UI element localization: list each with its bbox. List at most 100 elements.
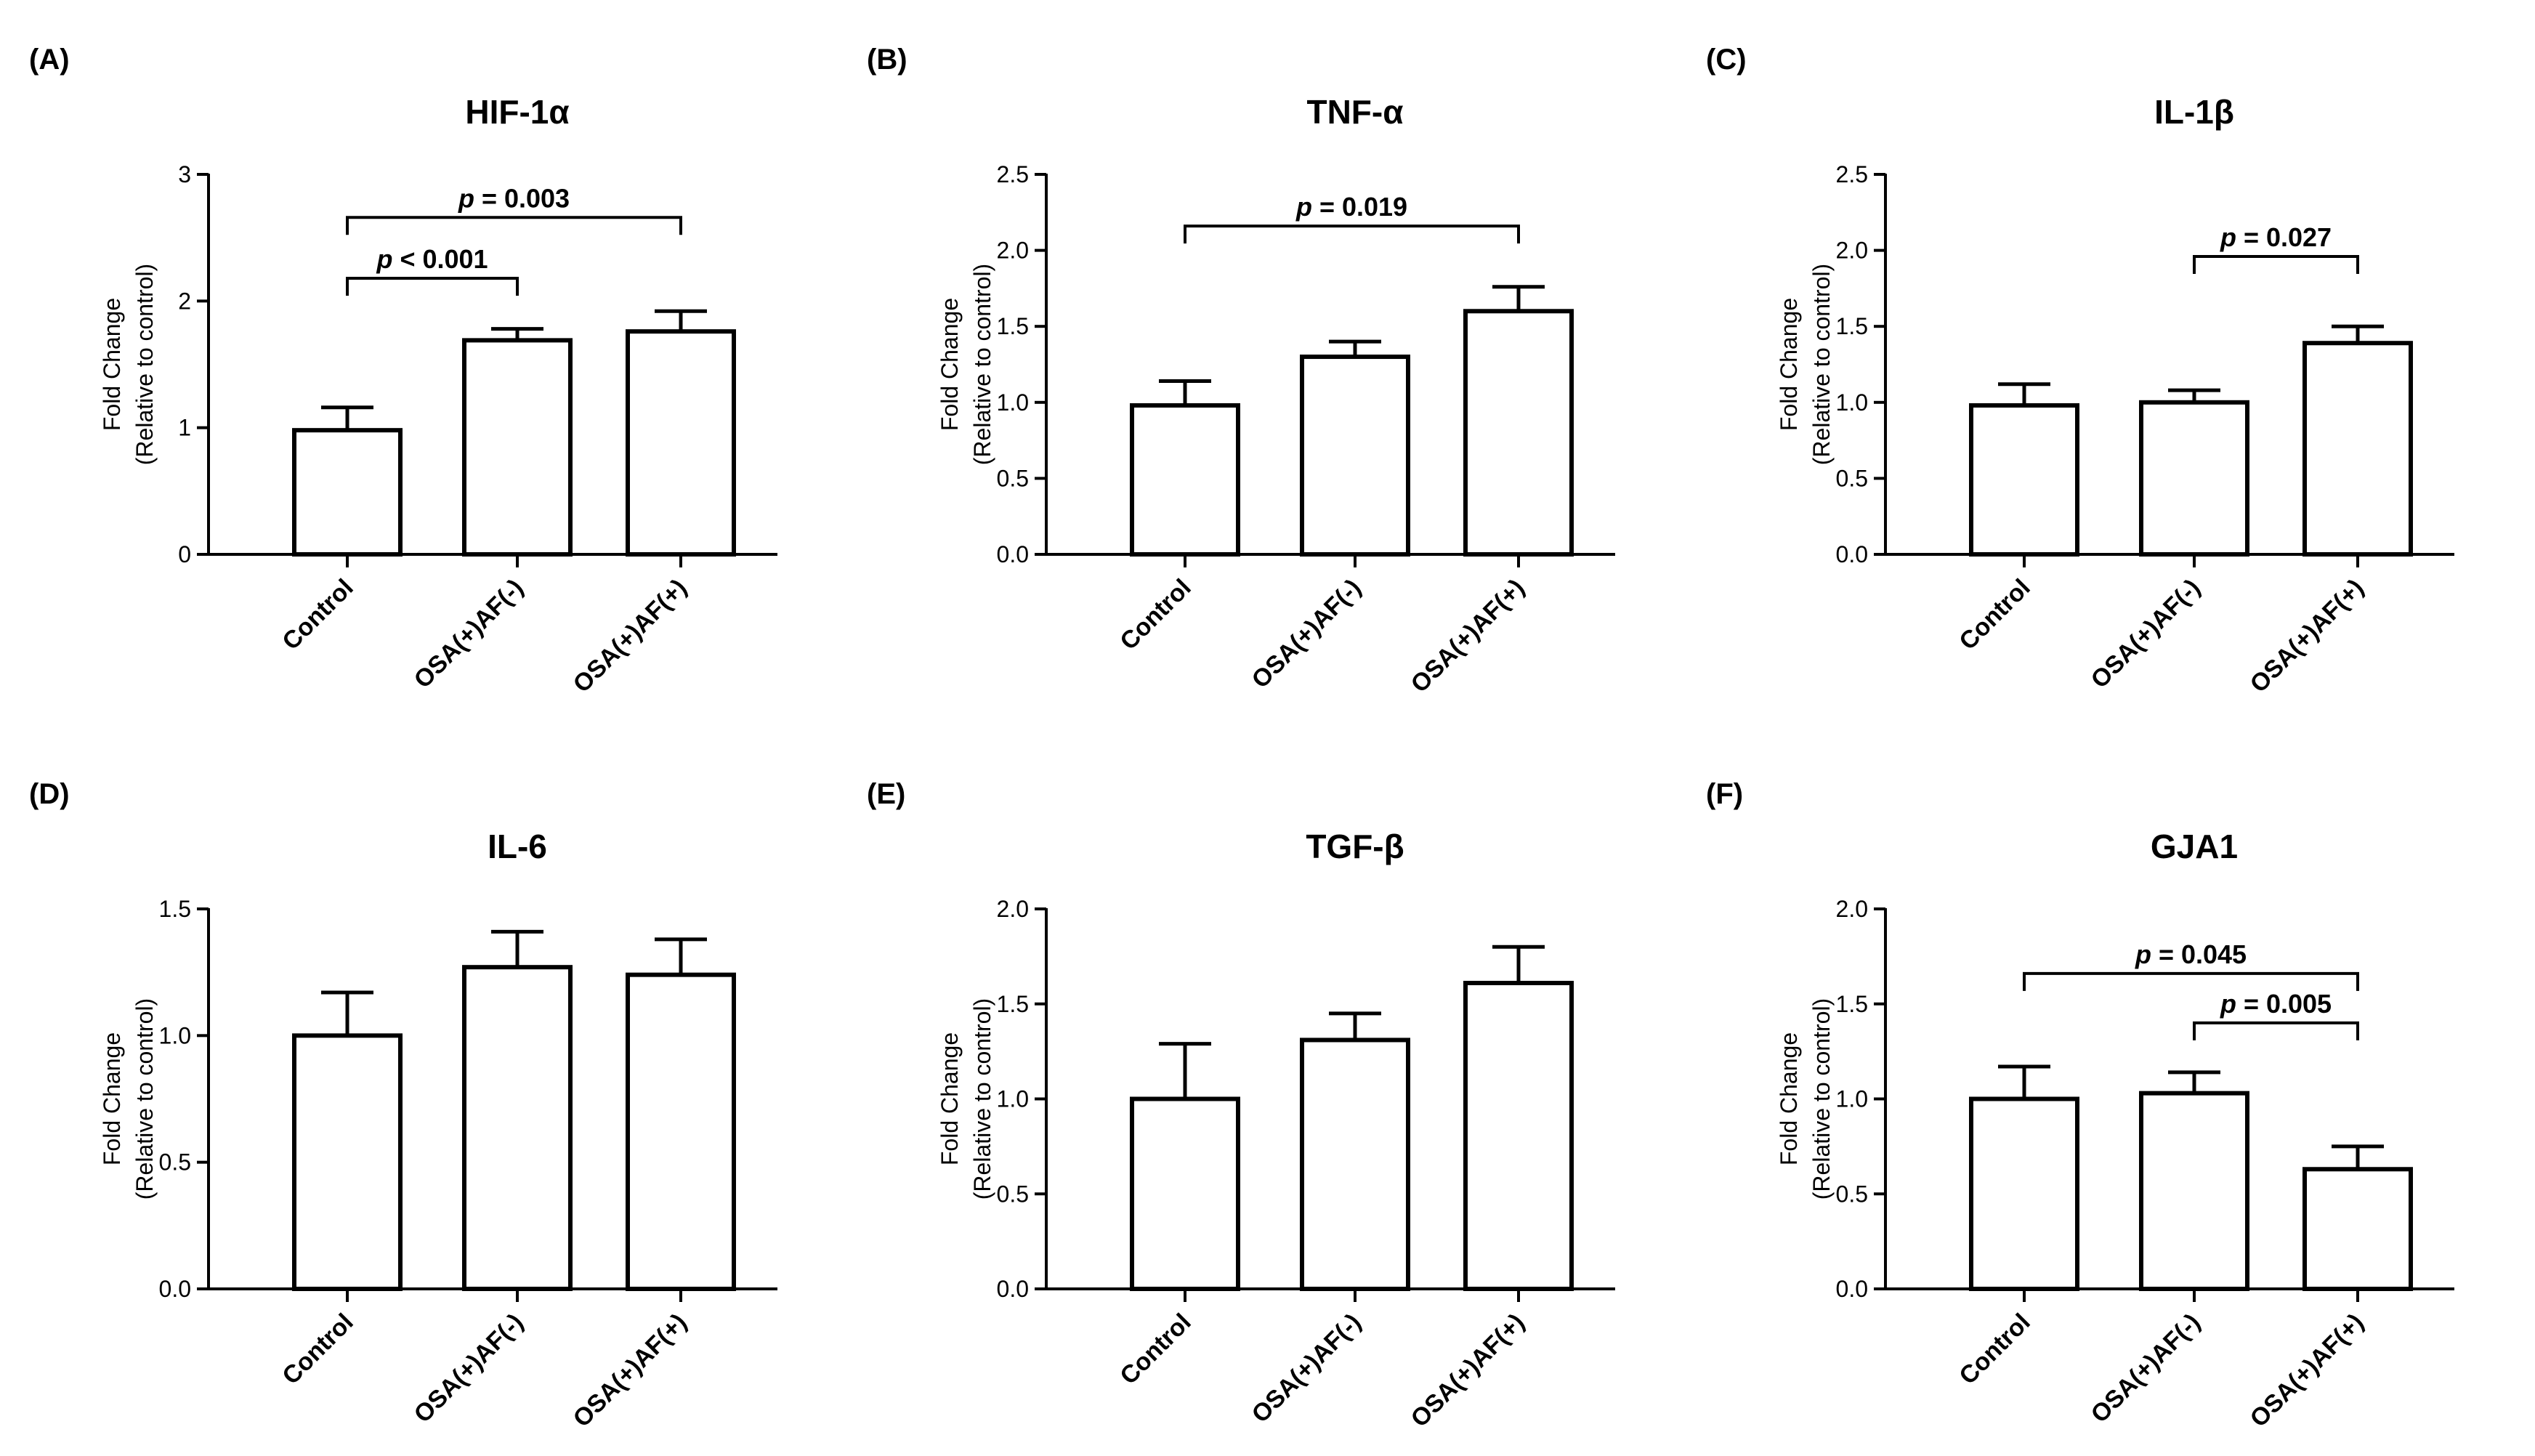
bar-1 bbox=[1300, 1038, 1410, 1291]
y-tick-label: 2.0 bbox=[997, 238, 1029, 264]
significance-label-1: p = 0.005 bbox=[2220, 989, 2332, 1019]
y-tick-label: 0.5 bbox=[159, 1149, 191, 1176]
significance-bracket-0 bbox=[2193, 254, 2359, 274]
y-tick-label: 0.0 bbox=[1836, 541, 1868, 567]
y-tick-label: 1.0 bbox=[997, 1086, 1029, 1112]
bar-0 bbox=[1130, 1096, 1240, 1291]
bar-1 bbox=[2139, 1091, 2249, 1291]
x-tick-label-2: OSA(+)AF(+) bbox=[568, 1309, 692, 1433]
y-tick-label: 1.0 bbox=[159, 1022, 191, 1048]
y-tick-label: 0.0 bbox=[997, 541, 1029, 567]
panel-label: (B) bbox=[867, 44, 907, 76]
y-axis-label-line2: (Relative to control) bbox=[1808, 264, 1835, 465]
y-tick-label: 1.5 bbox=[1836, 313, 1868, 339]
x-tick-label-2: OSA(+)AF(+) bbox=[2245, 1309, 2369, 1433]
bar-0 bbox=[1130, 403, 1240, 557]
y-tick-label: 1 bbox=[178, 415, 191, 441]
panel-4: (E) TGF-β Fold Change (Relative to control)… bbox=[867, 778, 1615, 1433]
y-axis-label-line2: (Relative to control) bbox=[132, 998, 158, 1200]
panel-0: (A) HIF-1α Fold Change (Relative to control… bbox=[29, 44, 777, 698]
chart-title: TGF-β bbox=[1306, 828, 1404, 865]
x-tick-label-1: OSA(+)AF(-) bbox=[1247, 574, 1367, 694]
y-tick-label: 2.5 bbox=[997, 161, 1029, 187]
bar-2 bbox=[1463, 980, 1574, 1291]
y-axis-label-line1: Fold Change bbox=[99, 1032, 125, 1165]
x-tick-label-1: OSA(+)AF(-) bbox=[409, 574, 529, 694]
y-axis-label-line2: (Relative to control) bbox=[1808, 998, 1835, 1200]
y-tick-label: 2.0 bbox=[1836, 896, 1868, 922]
x-tick-label-2: OSA(+)AF(+) bbox=[2245, 574, 2369, 698]
significance-label-0: p = 0.027 bbox=[2220, 222, 2332, 252]
panel-label: (C) bbox=[1706, 44, 1747, 76]
x-tick-label-0: Control bbox=[277, 574, 358, 655]
panel-label: (A) bbox=[29, 44, 70, 76]
y-tick-label: 2 bbox=[178, 288, 191, 314]
y-tick-label: 1.5 bbox=[1836, 991, 1868, 1017]
panel-label: (F) bbox=[1706, 778, 1743, 810]
y-tick-label: 3 bbox=[178, 161, 191, 187]
y-axis-label-line1: Fold Change bbox=[1776, 1032, 1802, 1165]
bar-0 bbox=[1969, 403, 2079, 557]
y-tick-label: 2.0 bbox=[1836, 238, 1868, 264]
y-tick-label: 0.0 bbox=[159, 1276, 191, 1302]
x-tick-label-1: OSA(+)AF(-) bbox=[409, 1309, 529, 1428]
significance-bracket-0 bbox=[1184, 225, 1520, 244]
x-tick-label-1: OSA(+)AF(-) bbox=[1247, 1309, 1367, 1428]
bar-1 bbox=[462, 338, 573, 557]
y-axis-label-line1: Fold Change bbox=[99, 298, 125, 431]
y-tick-label: 2.5 bbox=[1836, 161, 1868, 187]
y-tick-label: 0.5 bbox=[1836, 465, 1868, 491]
y-axis-label-line2: (Relative to control) bbox=[132, 264, 158, 465]
significance-bracket-1 bbox=[346, 216, 682, 235]
chart-title: IL-6 bbox=[488, 828, 547, 865]
significance-bracket-1 bbox=[2193, 1021, 2359, 1040]
bar-2 bbox=[1463, 309, 1574, 557]
bar-1 bbox=[1300, 355, 1410, 557]
bar-2 bbox=[626, 972, 736, 1291]
panel-label: (E) bbox=[867, 778, 905, 810]
y-tick-label: 1.5 bbox=[997, 991, 1029, 1017]
y-axis-label-line1: Fold Change bbox=[937, 1032, 963, 1165]
y-tick-label: 0.5 bbox=[997, 1181, 1029, 1207]
significance-label-0: p < 0.001 bbox=[376, 244, 488, 274]
y-tick-label: 0.0 bbox=[997, 1276, 1029, 1302]
y-tick-label: 0 bbox=[178, 541, 191, 567]
y-axis-label-line2: (Relative to control) bbox=[969, 264, 995, 465]
y-tick-label: 1.0 bbox=[1836, 389, 1868, 416]
x-tick-label-0: Control bbox=[1115, 1309, 1196, 1390]
y-tick-label: 1.0 bbox=[997, 389, 1029, 416]
chart-title: GJA1 bbox=[2151, 828, 2238, 865]
y-tick-label: 1.0 bbox=[1836, 1086, 1868, 1112]
y-tick-label: 0.0 bbox=[1836, 1276, 1868, 1302]
bar-2 bbox=[2302, 1167, 2413, 1291]
significance-bracket-0 bbox=[346, 276, 519, 296]
chart-title: HIF-1α bbox=[465, 93, 569, 131]
x-tick-label-2: OSA(+)AF(+) bbox=[1406, 574, 1530, 698]
y-tick-label: 0.5 bbox=[1836, 1181, 1868, 1207]
x-tick-label-0: Control bbox=[1115, 574, 1196, 655]
significance-label-0: p = 0.019 bbox=[1295, 192, 1407, 222]
x-tick-label-2: OSA(+)AF(+) bbox=[568, 574, 692, 698]
y-axis-label-line2: (Relative to control) bbox=[969, 998, 995, 1200]
x-tick-label-0: Control bbox=[277, 1309, 358, 1390]
x-tick-label-0: Control bbox=[1954, 574, 2035, 655]
y-axis-label-line1: Fold Change bbox=[1776, 298, 1802, 431]
bar-1 bbox=[2139, 400, 2249, 557]
y-tick-label: 1.5 bbox=[159, 896, 191, 922]
y-axis-label-line1: Fold Change bbox=[937, 298, 963, 431]
chart-title: TNF-α bbox=[1306, 93, 1403, 131]
y-tick-label: 1.5 bbox=[997, 313, 1029, 339]
significance-label-0: p = 0.045 bbox=[2135, 939, 2247, 969]
significance-label-1: p = 0.003 bbox=[458, 183, 570, 213]
x-tick-label-2: OSA(+)AF(+) bbox=[1406, 1309, 1530, 1433]
panel-1: (B) TNF-α Fold Change (Relative to control)… bbox=[867, 44, 1615, 698]
bar-0 bbox=[292, 428, 403, 557]
panel-label: (D) bbox=[29, 778, 70, 810]
bar-0 bbox=[1969, 1096, 2079, 1291]
x-tick-label-0: Control bbox=[1954, 1309, 2035, 1390]
y-tick-label: 0.5 bbox=[997, 465, 1029, 491]
bar-2 bbox=[2302, 341, 2413, 557]
y-tick-label: 2.0 bbox=[997, 896, 1029, 922]
